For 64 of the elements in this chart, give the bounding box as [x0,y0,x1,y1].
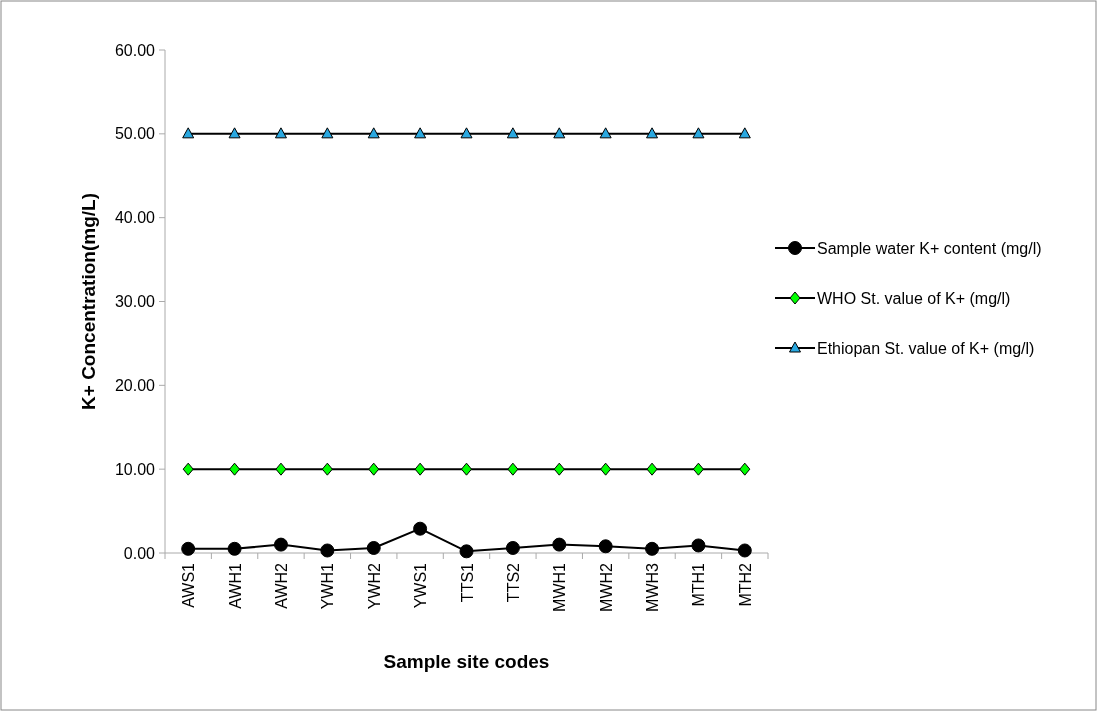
y-tick-label: 50.00 [114,125,156,143]
x-tick-label: TTS2 [504,562,522,603]
point [646,462,658,476]
point [692,462,704,476]
point [505,540,520,555]
point [461,462,472,476]
legend-label: WHO St. value of K+ (mg/l) [817,289,1011,307]
point [738,127,751,139]
point [553,127,566,139]
legend-label: Sample water K+ content (mg/l) [817,239,1042,257]
point [181,541,196,556]
point [182,462,194,476]
point [691,538,706,553]
y-tick-label: 10.00 [114,460,156,478]
y-tick-label: 30.00 [114,293,156,311]
point [321,462,333,476]
y-tick-label: 0.00 [123,544,156,562]
point [366,540,381,555]
x-tick-label: AWH1 [226,562,244,609]
x-tick-label: MWH2 [597,562,615,612]
point [552,537,567,552]
point [646,127,659,139]
point [228,127,241,139]
y-tick-label: 40.00 [114,209,156,227]
point [598,539,613,554]
point [321,127,334,139]
point [739,462,751,476]
point [367,127,380,139]
y-tick-label: 60.00 [114,41,156,59]
x-tick-label: TTS1 [458,562,476,603]
point [273,537,288,552]
legend-label: Ethiopan St. value of K+ (mg/l) [817,339,1035,357]
point [414,462,426,476]
point [506,127,519,139]
point [368,462,380,476]
point [599,127,612,139]
point [182,127,195,139]
x-tick-label: AWS1 [180,562,198,608]
point [275,462,287,476]
point [227,541,242,556]
point [645,541,660,556]
point [737,543,752,558]
x-tick-label: YWS1 [412,562,430,609]
point [692,127,705,139]
point [460,127,473,139]
x-tick-label: AWH2 [272,562,290,609]
point [553,462,565,476]
point [507,462,519,476]
y-axis-title: K+ Concentration(mg/L) [78,193,99,410]
x-tick-label: MTH2 [736,562,754,607]
x-tick-label: MWH1 [551,562,569,612]
point [414,127,427,139]
point [413,521,428,536]
x-tick-label: MTH1 [690,562,708,607]
point [229,462,241,476]
point [459,544,474,559]
x-axis-title: Sample site codes [383,651,550,672]
point [320,543,335,558]
y-tick-label: 20.00 [114,376,156,394]
x-tick-label: MWH3 [644,562,662,612]
point [600,462,612,476]
x-tick-label: YWH2 [365,562,383,610]
point [274,127,287,139]
x-tick-label: YWH1 [319,562,337,610]
